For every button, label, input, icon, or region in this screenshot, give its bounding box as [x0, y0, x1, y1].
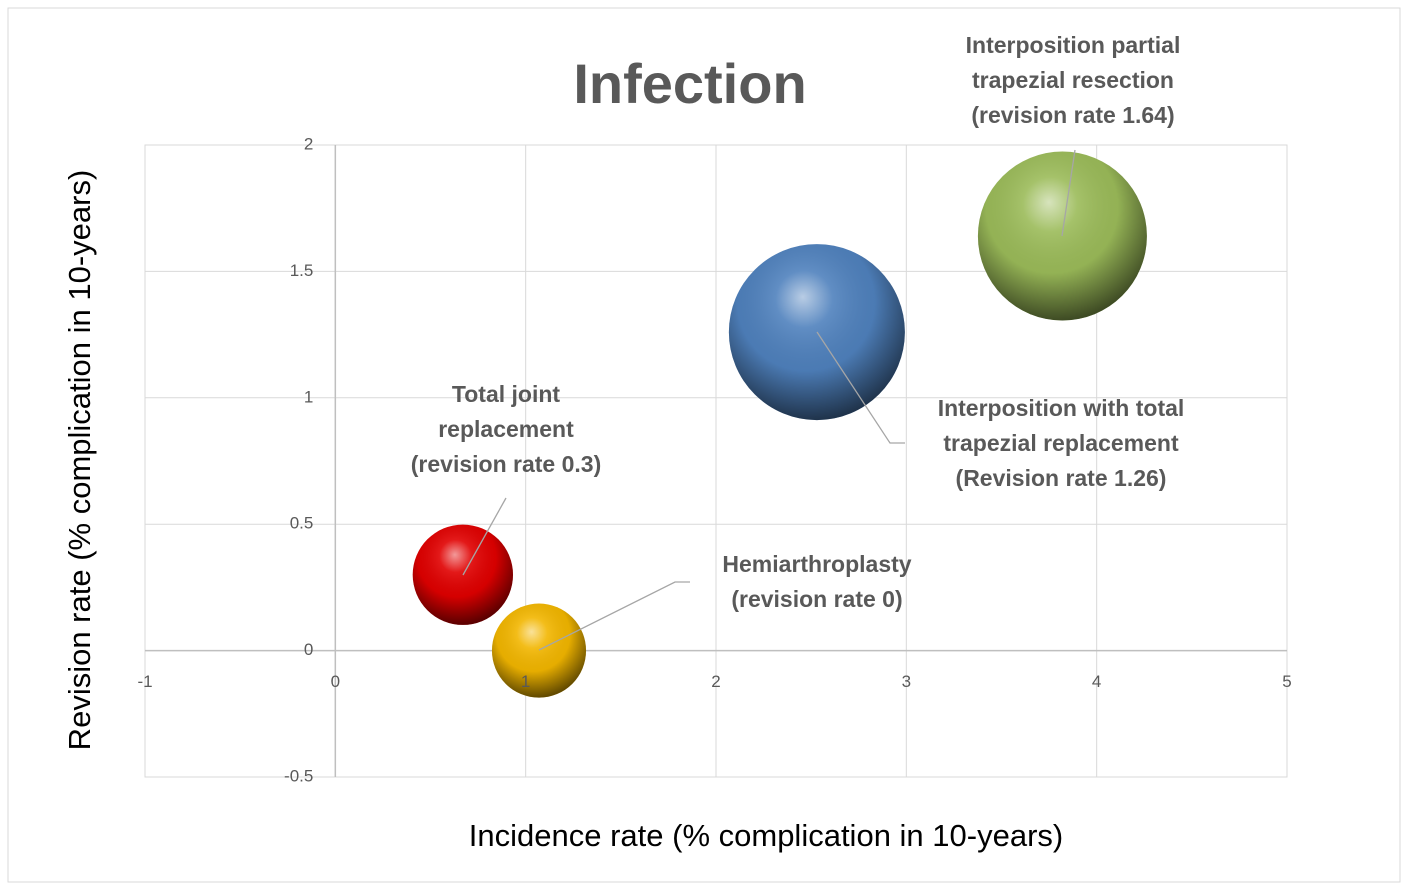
- chart-title: Infection: [573, 52, 806, 115]
- y-tick-label: 1.5: [290, 261, 314, 280]
- x-tick-label: 1: [521, 672, 530, 691]
- data-label: Total joint: [452, 381, 561, 407]
- x-tick-label: 4: [1092, 672, 1101, 691]
- x-tick-label: 2: [711, 672, 720, 691]
- leader-line: [1061, 149, 1076, 237]
- grid: [144, 144, 1288, 778]
- data-label: trapezial replacement: [943, 430, 1179, 456]
- bubble-shade: [491, 603, 587, 698]
- y-tick-label: -0.5: [284, 766, 313, 785]
- data-label: (revision rate 0.3): [411, 451, 601, 477]
- data-label: Hemiarthroplasty: [722, 551, 911, 577]
- data-label: Interposition partial: [966, 32, 1181, 58]
- chart-border: [7, 7, 1401, 883]
- bubbles: Total joint replacement (revision rate 0.3…: [411, 32, 1185, 698]
- x-tick-label: 3: [902, 672, 911, 691]
- y-tick-label: 0: [304, 640, 313, 659]
- data-label: Interposition with total: [938, 395, 1185, 421]
- data-label: replacement: [438, 416, 574, 442]
- leader-line: [538, 581, 690, 651]
- data-label: (Revision rate 1.26): [956, 465, 1167, 491]
- leader-line: [462, 497, 507, 576]
- x-tick-label: 5: [1282, 672, 1291, 691]
- x-tick-label: -1: [137, 672, 152, 691]
- x-axis-title: Incidence rate (% complication in 10-yea…: [469, 818, 1063, 853]
- data-label: (revision rate 0): [731, 586, 902, 612]
- y-tick-label: 1: [304, 387, 313, 406]
- data-label: (revision rate 1.64): [971, 102, 1174, 128]
- y-axis-title: Revision rate (% complication in 10-year…: [62, 170, 97, 751]
- y-tick-label: 2: [304, 134, 313, 153]
- x-tick-label: 0: [331, 672, 340, 691]
- y-tick-label: 0.5: [290, 514, 314, 533]
- leader-line: [816, 331, 905, 444]
- data-label: trapezial resection: [972, 67, 1174, 93]
- bubble-shade: [728, 244, 905, 421]
